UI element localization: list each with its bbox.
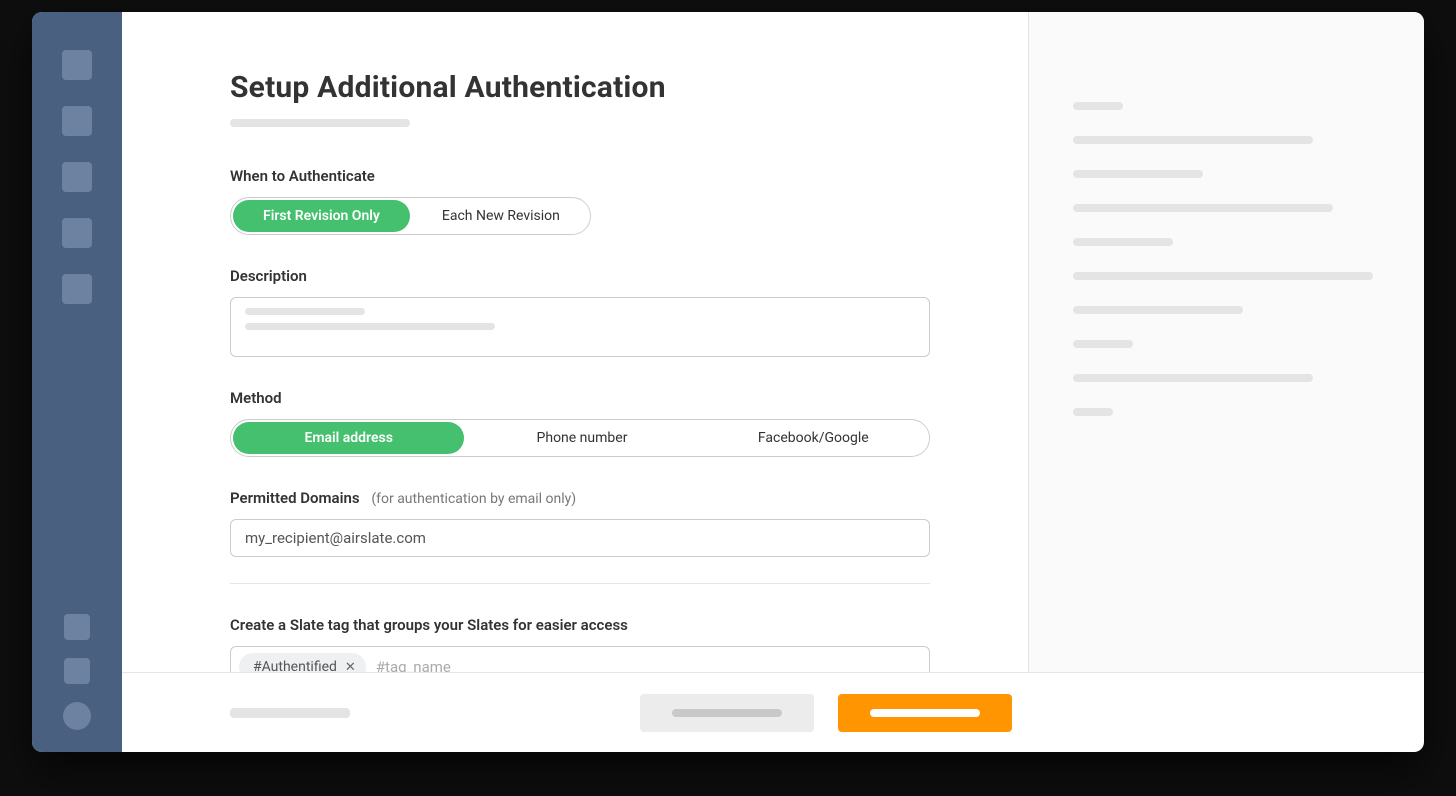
method-toggle-group: Email address Phone number Facebook/Goog… [230,419,930,457]
app-window: Setup Additional Authentication When to … [32,12,1424,752]
main-area: Setup Additional Authentication When to … [122,12,1424,752]
method-option-email[interactable]: Email address [233,422,464,454]
footer [122,672,1424,752]
sidebar-item-1[interactable] [62,50,92,80]
form-area: Setup Additional Authentication When to … [122,12,1028,672]
description-label: Description [230,267,972,285]
sidebar-item-5[interactable] [62,274,92,304]
description-textarea[interactable] [230,297,930,357]
when-option-first-revision[interactable]: First Revision Only [233,200,410,232]
when-option-each-revision[interactable]: Each New Revision [412,200,590,232]
tag-chip: #Authentified ✕ [239,653,366,672]
tag-input[interactable]: #Authentified ✕ #tag_name [230,646,930,672]
subtitle-skeleton [230,119,410,127]
permitted-domains-text: Permitted Domains [230,489,360,507]
permitted-domains-label: Permitted Domains (for authentication by… [230,489,972,507]
method-label: Method [230,389,972,407]
page-title: Setup Additional Authentication [230,70,972,105]
divider [230,583,930,584]
sidebar-bottom-item-2[interactable] [64,658,90,684]
footer-primary-button[interactable] [838,694,1012,732]
permitted-domains-input[interactable]: my_recipient@airslate.com [230,519,930,557]
permitted-domains-value: my_recipient@airslate.com [245,529,426,547]
permitted-domains-hint: (for authentication by email only) [371,491,576,507]
right-panel [1028,12,1424,672]
sidebar-item-2[interactable] [62,106,92,136]
tag-placeholder: #tag_name [376,658,451,672]
when-label: When to Authenticate [230,167,972,185]
sidebar-item-3[interactable] [62,162,92,192]
sidebar-bottom-item-1[interactable] [64,614,90,640]
tag-label: Create a Slate tag that groups your Slat… [230,616,972,634]
sidebar [32,12,122,752]
sidebar-item-4[interactable] [62,218,92,248]
tag-chip-remove-icon[interactable]: ✕ [345,660,356,673]
footer-left-skeleton [230,708,350,718]
footer-secondary-button[interactable] [640,694,814,732]
method-option-social[interactable]: Facebook/Google [698,422,929,454]
when-toggle-group: First Revision Only Each New Revision [230,197,591,235]
sidebar-avatar[interactable] [63,702,91,730]
method-option-phone[interactable]: Phone number [466,422,697,454]
tag-chip-label: #Authentified [253,659,337,672]
